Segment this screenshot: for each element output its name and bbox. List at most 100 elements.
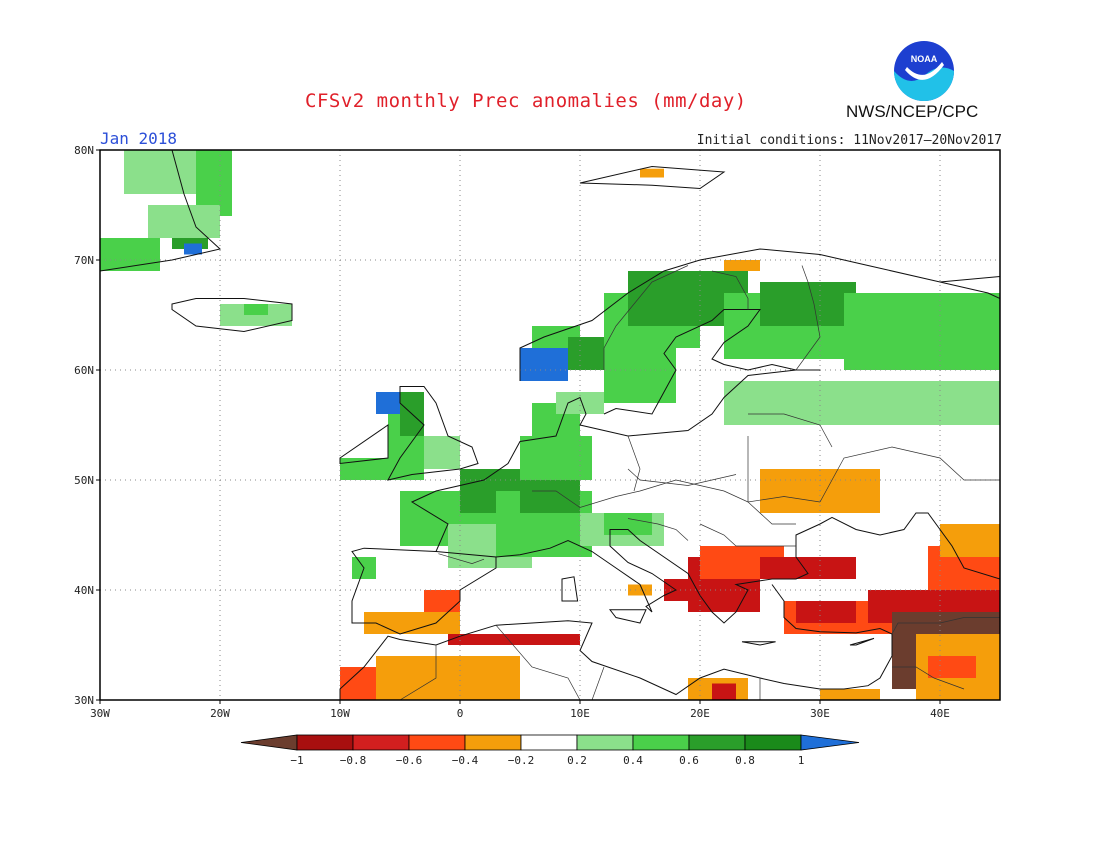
coastline bbox=[387, 386, 479, 481]
colorbar-segment bbox=[352, 734, 410, 751]
lon-tick-label: 30E bbox=[810, 707, 830, 720]
colorbar-segment bbox=[464, 734, 522, 751]
colorbar-segment bbox=[520, 734, 578, 751]
country-border bbox=[438, 553, 485, 564]
coastline bbox=[603, 309, 820, 415]
coastline bbox=[849, 637, 875, 646]
country-border bbox=[711, 270, 749, 310]
coastline bbox=[495, 512, 1000, 624]
agency-label: NWS/NCEP/CPC bbox=[846, 102, 979, 121]
anomaly-cell bbox=[760, 557, 856, 579]
country-border bbox=[532, 479, 821, 508]
country-border bbox=[495, 624, 581, 700]
coastline bbox=[171, 298, 293, 333]
colorbar-high-arrow bbox=[800, 734, 860, 751]
coastline bbox=[741, 641, 776, 646]
anomaly-cell bbox=[940, 524, 1000, 557]
anomaly-cell bbox=[100, 238, 160, 271]
country-border bbox=[748, 413, 833, 448]
colorbar: −1 −0.8 −0.6 −0.4 −0.2 0.2 0.4 0.6 0.8 1 bbox=[240, 734, 860, 767]
lon-tick-label: 20E bbox=[690, 707, 710, 720]
country-border bbox=[591, 666, 605, 700]
coastline bbox=[579, 165, 726, 190]
axis-ticks: 30W 20W 10W 0 10E 20E 30E 40E 30N 40N 50N 60N 70N 80N bbox=[74, 144, 950, 720]
lat-tick-label: 80N bbox=[74, 144, 94, 157]
anomaly-cell bbox=[928, 656, 976, 678]
coastline bbox=[519, 248, 1000, 381]
coastline bbox=[339, 584, 893, 700]
lat-tick-label: 50N bbox=[74, 474, 94, 487]
country-border bbox=[747, 436, 796, 525]
anomaly-cell bbox=[244, 304, 268, 315]
coastline bbox=[410, 369, 797, 552]
anomaly-cell bbox=[640, 168, 664, 178]
anomaly-cell bbox=[724, 381, 1000, 425]
anomaly-cell bbox=[148, 205, 220, 238]
country-border bbox=[891, 617, 1000, 635]
svg-text:NOAA: NOAA bbox=[911, 54, 938, 64]
lon-tick-label: 0 bbox=[457, 707, 464, 720]
colorbar-tick-label: −1 bbox=[290, 754, 303, 767]
colorbar-segment bbox=[688, 734, 746, 751]
colorbar-tick-label: 0.8 bbox=[735, 754, 755, 767]
coastline bbox=[939, 281, 1000, 299]
coastline bbox=[339, 424, 389, 465]
colorbar-tick-label: 1 bbox=[798, 754, 805, 767]
colorbar-tick-label: 0.2 bbox=[567, 754, 587, 767]
country-border bbox=[627, 518, 689, 541]
lat-tick-label: 60N bbox=[74, 364, 94, 377]
colorbar-tick-label: −0.2 bbox=[508, 754, 535, 767]
coastlines bbox=[100, 150, 1000, 700]
anomaly-cell bbox=[340, 458, 388, 480]
anomaly-cell bbox=[520, 480, 580, 513]
anomaly-cell bbox=[796, 601, 856, 623]
colorbar-tick-label: −0.6 bbox=[396, 754, 423, 767]
noaa-logo-icon: NOAA bbox=[893, 40, 955, 102]
anomaly-cell bbox=[556, 392, 604, 414]
coastline bbox=[608, 609, 647, 624]
country-border bbox=[819, 446, 1000, 503]
lat-tick-label: 40N bbox=[74, 584, 94, 597]
country-border bbox=[795, 265, 821, 371]
anomaly-layer bbox=[100, 150, 1000, 700]
lon-tick-label: 20W bbox=[210, 707, 230, 720]
country-border bbox=[627, 435, 641, 492]
anomaly-cell bbox=[520, 348, 568, 381]
lon-tick-label: 10E bbox=[570, 707, 590, 720]
lat-tick-label: 30N bbox=[74, 694, 94, 707]
colorbar-segment bbox=[576, 734, 634, 751]
lon-tick-label: 10W bbox=[330, 707, 350, 720]
coastline bbox=[561, 576, 579, 602]
colorbar-segment bbox=[744, 734, 802, 751]
anomaly-cell bbox=[520, 436, 592, 480]
anomaly-cell bbox=[424, 590, 460, 612]
colorbar-tick-label: 0.4 bbox=[623, 754, 643, 767]
colorbar-tick-label: 0.6 bbox=[679, 754, 699, 767]
anomaly-cell bbox=[760, 282, 856, 326]
anomaly-cell bbox=[820, 689, 880, 700]
colorbar-low-arrow bbox=[240, 734, 298, 751]
anomaly-cell bbox=[448, 634, 580, 645]
anomaly-cell bbox=[376, 392, 400, 414]
country-border bbox=[603, 265, 689, 370]
country-border bbox=[892, 666, 965, 690]
coastline bbox=[351, 547, 497, 635]
anomaly-cell bbox=[724, 260, 760, 271]
colorbar-segment bbox=[296, 734, 354, 751]
figure-title: CFSv2 monthly Prec anomalies (mm/day) bbox=[305, 90, 747, 112]
valid-month-label: Jan 2018 bbox=[100, 129, 178, 148]
colorbar-segment bbox=[408, 734, 466, 751]
country-borders bbox=[399, 265, 1000, 700]
lon-tick-label: 30W bbox=[90, 707, 110, 720]
anomaly-cell bbox=[184, 243, 202, 255]
lon-tick-label: 40E bbox=[930, 707, 950, 720]
map-frame bbox=[99, 149, 1001, 701]
colorbar-tick-label: −0.4 bbox=[452, 754, 479, 767]
coastline bbox=[100, 150, 222, 272]
country-border bbox=[399, 645, 437, 700]
anomaly-cell bbox=[376, 656, 520, 700]
country-border bbox=[627, 468, 737, 486]
anomaly-cell bbox=[712, 683, 736, 700]
